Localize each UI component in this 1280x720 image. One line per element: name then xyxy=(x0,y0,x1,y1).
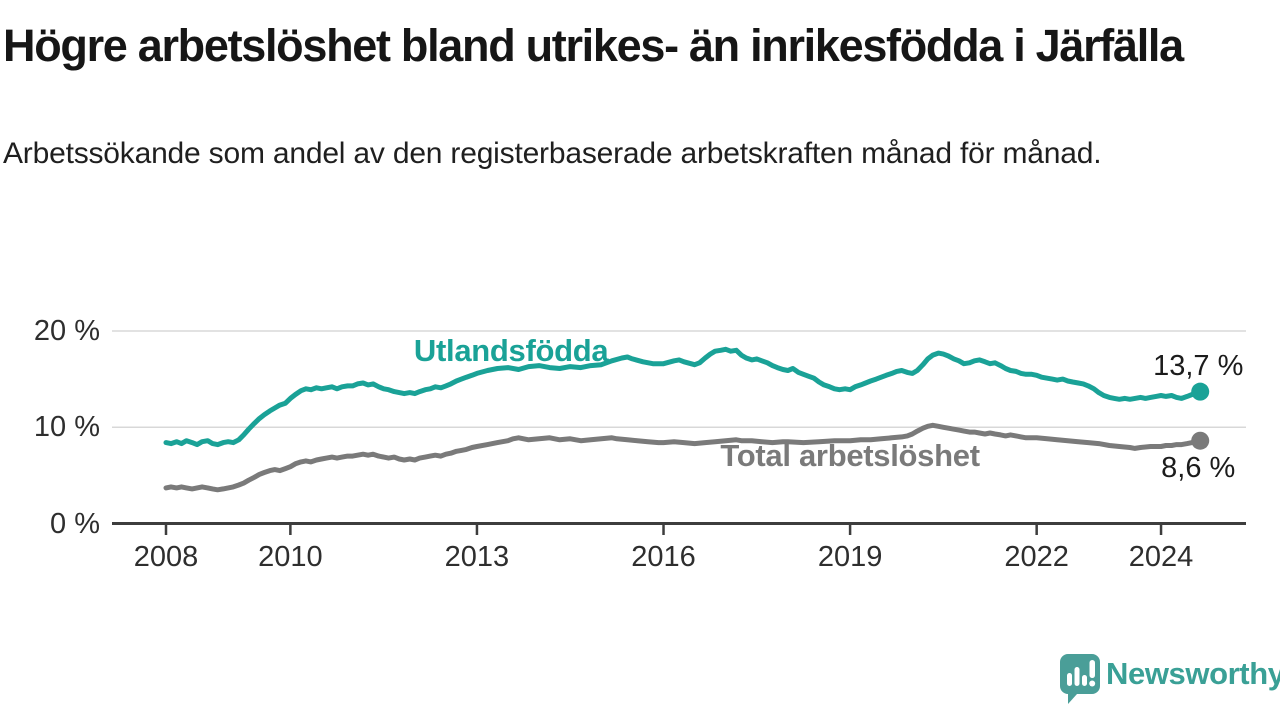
series-end-dot-total-arbetsl-shet xyxy=(1191,431,1210,450)
x-tick-label: 2022 xyxy=(1004,541,1069,573)
x-tick-label: 2008 xyxy=(133,541,199,573)
y-tick-label: 10 % xyxy=(33,411,100,444)
series-end-value-utlandsf-dda: 13,7 % xyxy=(1153,349,1244,382)
y-tick-label: 20 % xyxy=(33,315,100,347)
x-tick-label: 2016 xyxy=(631,541,696,573)
series-label-utlandsf-dda: Utlandsfödda xyxy=(413,333,609,369)
series-label-total-arbetsl-shet: Total arbetslöshet xyxy=(720,438,980,474)
x-tick-label: 2010 xyxy=(258,541,323,573)
page-title: Högre arbetslöshet bland utrikes- än inr… xyxy=(3,20,1184,71)
x-tick-label: 2013 xyxy=(444,541,510,573)
x-tick-label: 2024 xyxy=(1128,541,1194,573)
series-end-dot-utlandsf-dda xyxy=(1191,382,1210,401)
page-subtitle: Arbetssökande som andel av den registerb… xyxy=(3,137,1102,170)
series-line-utlandsf-dda xyxy=(163,346,1203,448)
newsworthy-logo: Newsworthy xyxy=(1056,652,1280,712)
series-line-total-arbetsl-shet xyxy=(163,422,1203,493)
newsworthy-speech-bubble-bar-chart-icon xyxy=(1060,654,1100,704)
brand-name: Newsworthy xyxy=(1106,656,1280,691)
x-tick-label: 2019 xyxy=(817,541,883,573)
chart-header: Högre arbetslöshet bland utrikes- än inr… xyxy=(3,20,1243,174)
y-tick-label: 0 % xyxy=(50,507,100,540)
series-end-value-total-arbetsl-shet: 8,6 % xyxy=(1161,451,1236,484)
